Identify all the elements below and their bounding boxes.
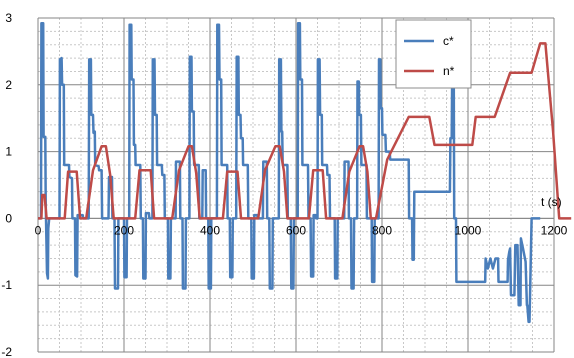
y-tick-label: 0 [5, 211, 12, 225]
legend-label-n: n* [443, 64, 455, 78]
x-tick-label: 600 [286, 223, 306, 237]
x-tick-label: 400 [200, 223, 220, 237]
x-tick-label: 1000 [455, 223, 482, 237]
y-tick-label: 3 [5, 11, 12, 25]
series-layer [38, 22, 572, 324]
y-tick-label: 2 [5, 78, 12, 92]
series-line-n [38, 42, 572, 220]
x-tick-label: 200 [114, 223, 134, 237]
x-tick-label: 800 [372, 223, 392, 237]
x-tick-label: 0 [35, 223, 42, 237]
x-axis-label: t (s) [541, 195, 562, 209]
y-tick-label: -1 [1, 278, 12, 292]
y-tick-label: -2 [1, 345, 12, 358]
tick-labels: 0 200 400 600 800 1000 1200 3 2 1 0 -1 -2 [1, 11, 567, 358]
legend-box [395, 19, 472, 89]
x-tick-label: 1200 [541, 223, 568, 237]
legend: c* n* [395, 19, 472, 89]
y-tick-label: 1 [5, 145, 12, 159]
legend-label-c: c* [443, 34, 454, 48]
series-line-c [38, 22, 541, 324]
